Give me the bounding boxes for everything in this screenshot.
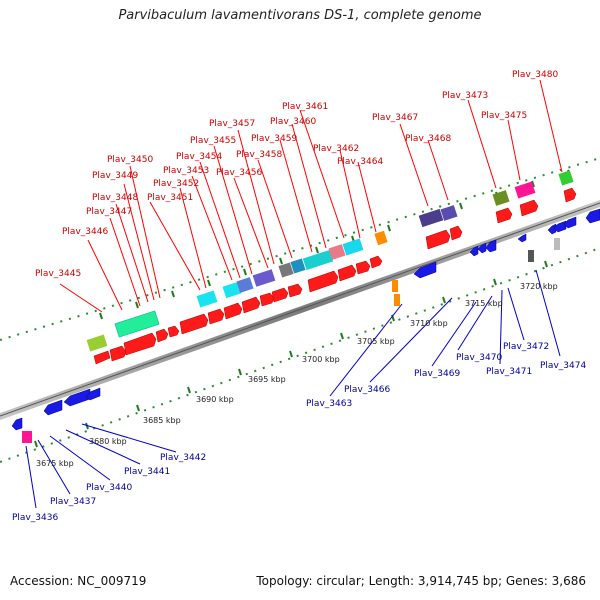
accession-label: Accession: NC_009719 [10, 574, 147, 588]
gene-label: Plav_3450 [107, 155, 153, 165]
genome-title: Parvibaculum lavamentivorans DS-1, compl… [118, 8, 482, 23]
gene-label: Plav_3455 [190, 136, 236, 146]
gene-label: Plav_3437 [50, 497, 96, 507]
gene-label: Plav_3471 [486, 367, 532, 377]
gene-label: Plav_3480 [512, 70, 558, 80]
forward-upper-boxes [86, 170, 574, 352]
top-leader-lines [59, 79, 563, 313]
gene-label: Plav_3445 [35, 269, 81, 279]
gene-label: Plav_3463 [306, 399, 352, 409]
kbp-label: 3715 kbp [465, 299, 503, 308]
gene-label: Plav_3442 [160, 453, 206, 463]
gene-label: Plav_3470 [456, 353, 502, 363]
kbp-label: 3680 kbp [89, 437, 127, 446]
gene-label: Plav_3461 [282, 102, 328, 112]
gene-label: Plav_3466 [344, 385, 390, 395]
gene-label: Plav_3474 [540, 361, 586, 371]
forward-strand-genes [93, 187, 577, 365]
gene-label: Plav_3452 [153, 179, 199, 189]
gene-label: Plav_3440 [86, 483, 132, 493]
reverse-strand-genes [11, 208, 600, 431]
gene-label: Plav_3451 [147, 193, 193, 203]
gene-label: Plav_3472 [503, 342, 549, 352]
bottom-leader-lines [25, 269, 561, 509]
gene-label: Plav_3457 [209, 119, 255, 129]
bottom-gene-labels: Plav_3436 Plav_3437 Plav_3440 Plav_3441 … [12, 342, 586, 523]
top-gene-labels: Plav_3445 Plav_3446 Plav_3447 Plav_3448 … [35, 70, 558, 279]
gene-label: Plav_3464 [337, 157, 383, 167]
gene-label: Plav_3475 [481, 111, 527, 121]
gene-label: Plav_3459 [251, 134, 297, 144]
reverse-lower-boxes [22, 238, 560, 443]
kbp-label: 3690 kbp [196, 395, 234, 404]
kbp-label: 3700 kbp [302, 355, 340, 364]
gene-label: Plav_3458 [236, 150, 282, 160]
gene-label: Plav_3467 [372, 113, 418, 123]
kbp-label: 3685 kbp [143, 416, 181, 425]
kbp-label: 3720 kbp [520, 282, 558, 291]
genome-summary: Topology: circular; Length: 3,914,745 bp… [256, 574, 586, 588]
gene-label: Plav_3469 [414, 369, 460, 379]
gene-label: Plav_3449 [92, 171, 138, 181]
gene-label: Plav_3473 [442, 91, 488, 101]
gene-label: Plav_3447 [86, 207, 132, 217]
gene-label: Plav_3448 [92, 193, 138, 203]
gene-label: Plav_3460 [270, 117, 316, 127]
kbp-label: 3675 kbp [36, 459, 74, 468]
kbp-label: 3710 kbp [410, 319, 448, 328]
kbp-axis-labels: 3675 kbp 3680 kbp 3685 kbp 3690 kbp 3695… [36, 282, 558, 468]
gene-label: Plav_3453 [163, 166, 209, 176]
gene-label: Plav_3468 [405, 134, 451, 144]
upper-dotted-guide [0, 157, 600, 341]
kbp-label: 3705 kbp [357, 337, 395, 346]
kbp-label: 3695 kbp [248, 375, 286, 384]
gene-label: Plav_3462 [313, 144, 359, 154]
gene-label: Plav_3456 [216, 168, 262, 178]
gene-label: Plav_3436 [12, 513, 58, 523]
gene-label: Plav_3446 [62, 227, 108, 237]
lower-dotted-guide [0, 247, 600, 463]
gene-label: Plav_3454 [176, 152, 222, 162]
gene-label: Plav_3441 [124, 467, 170, 477]
